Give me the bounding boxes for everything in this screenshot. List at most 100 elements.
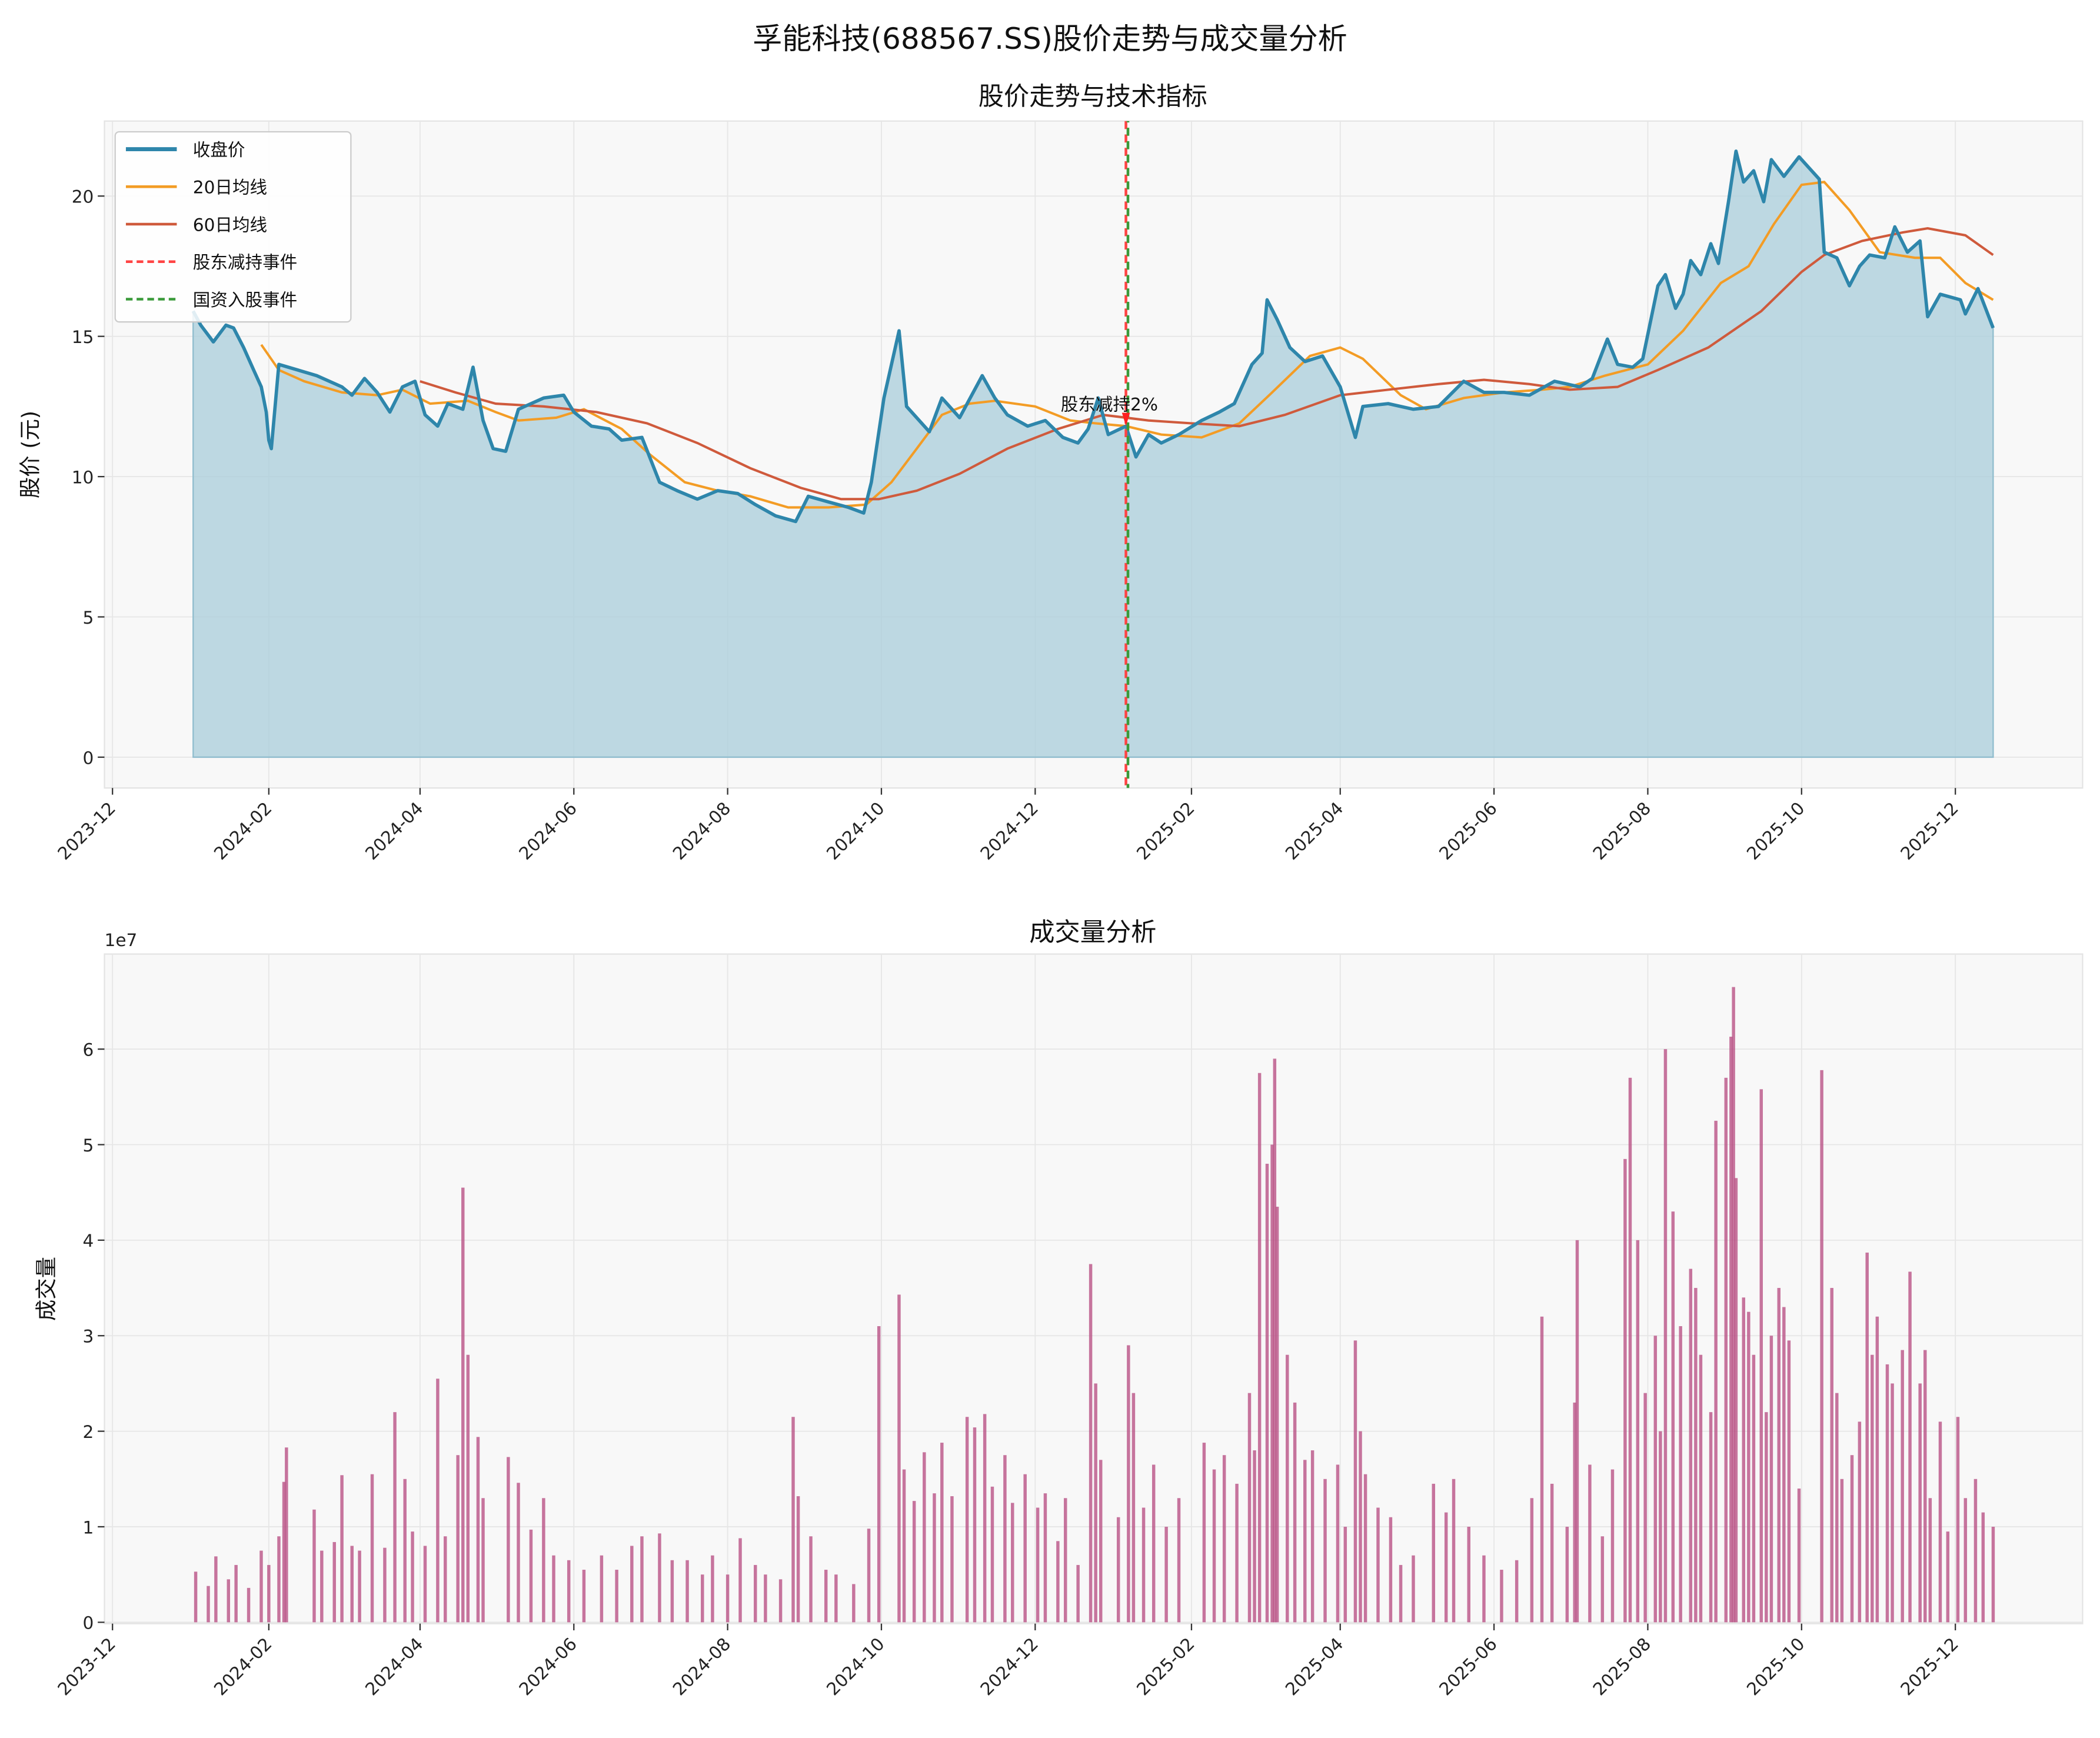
- legend-label-ma20: 20日均线: [193, 178, 267, 198]
- volume-y-tick-label: 4: [83, 1231, 94, 1251]
- volume-bar: [1782, 1307, 1786, 1623]
- volume-bar: [1036, 1507, 1040, 1623]
- legend-label-ma60: 60日均线: [193, 215, 267, 235]
- volume-bar: [1336, 1464, 1340, 1623]
- volume-x-tick-label: 2025-08: [1589, 1634, 1655, 1699]
- price-x-tick-label: 2025-06: [1435, 798, 1500, 864]
- price-chart: 股价走势与技术指标 股价 (元) 股东减持2% 2023-12 2024-02 20…: [18, 82, 2084, 864]
- volume-bar: [1973, 1479, 1978, 1623]
- volume-bar: [312, 1509, 316, 1623]
- volume-bar: [754, 1564, 757, 1623]
- volume-bar: [1212, 1469, 1216, 1623]
- volume-bar: [1452, 1479, 1456, 1623]
- volume-x-tick-label: 2024-06: [515, 1634, 581, 1699]
- volume-bar: [1956, 1417, 1960, 1623]
- volume-bar: [1235, 1483, 1239, 1623]
- volume-bar: [194, 1571, 198, 1623]
- volume-chart-title: 成交量分析: [1029, 918, 1156, 947]
- price-x-tick-label: 2024-10: [823, 798, 888, 864]
- price-y-tick-label: 0: [83, 748, 94, 768]
- price-x-tick-label: 2025-08: [1589, 798, 1655, 864]
- volume-bar: [393, 1412, 397, 1623]
- volume-x-tick-label: 2025-12: [1897, 1634, 1962, 1699]
- legend-box: [114, 131, 352, 323]
- volume-bar: [1399, 1564, 1403, 1623]
- volume-bar: [1742, 1297, 1746, 1623]
- volume-bar: [711, 1555, 714, 1623]
- volume-bar: [1353, 1340, 1357, 1623]
- volume-bar: [552, 1555, 555, 1623]
- volume-bar: [207, 1586, 210, 1623]
- volume-bar: [990, 1486, 994, 1623]
- volume-bar: [1177, 1498, 1181, 1623]
- volume-bar: [600, 1555, 604, 1623]
- volume-bar: [214, 1556, 218, 1623]
- volume-bar: [1830, 1288, 1833, 1623]
- volume-bar: [1265, 1163, 1269, 1623]
- volume-bar: [259, 1550, 263, 1623]
- volume-bar: [529, 1529, 533, 1623]
- ma60-line: [420, 227, 1994, 501]
- volume-bar: [1275, 1207, 1279, 1623]
- volume-bar: [923, 1452, 926, 1623]
- volume-bar: [778, 1579, 783, 1623]
- volume-bar: [332, 1541, 336, 1623]
- volume-bar: [1628, 1077, 1632, 1623]
- volume-bar: [1343, 1526, 1347, 1623]
- volume-plot-area: [104, 953, 2084, 1624]
- legend-label-state: 国资入股事件: [193, 290, 297, 310]
- volume-bar: [615, 1570, 618, 1623]
- volume-bar: [867, 1529, 871, 1623]
- price-y-tick-label: 10: [72, 467, 94, 487]
- price-x-tick-label: 2023-12: [54, 798, 119, 864]
- volume-bar: [1797, 1489, 1801, 1623]
- volume-bar: [1981, 1512, 1985, 1623]
- volume-bar: [1011, 1503, 1014, 1623]
- volume-bar: [1732, 987, 1735, 1623]
- volume-bar: [950, 1496, 954, 1623]
- volume-bar: [340, 1475, 344, 1623]
- volume-bar: [1127, 1345, 1130, 1623]
- volume-bar: [1663, 1049, 1668, 1623]
- annotation-label: 股东减持2%: [1061, 394, 1158, 414]
- volume-bar: [1056, 1541, 1060, 1623]
- volume-bar: [1270, 1144, 1274, 1623]
- volume-bar: [1303, 1460, 1307, 1623]
- volume-bar: [764, 1574, 767, 1623]
- price-x-tick-label: 2024-08: [669, 798, 734, 864]
- volume-bar: [630, 1546, 634, 1623]
- volume-bar: [507, 1457, 510, 1623]
- volume-bar: [476, 1437, 480, 1623]
- volume-x-tick-label: 2024-12: [977, 1634, 1042, 1699]
- volume-bar: [1359, 1431, 1362, 1623]
- volume-chart: 成交量分析 成交量 1e7 2023-12 2024-02 2024-04 2024-…: [34, 918, 2084, 1699]
- volume-bar: [1777, 1288, 1780, 1623]
- volume-bar: [658, 1533, 661, 1623]
- volume-bar: [542, 1498, 545, 1623]
- volume-bar: [1875, 1316, 1879, 1623]
- volume-bar: [877, 1326, 881, 1623]
- volume-bar: [965, 1417, 969, 1623]
- volume-bar: [1923, 1350, 1927, 1623]
- volume-bar: [1131, 1393, 1136, 1623]
- price-x-tick-label: 2025-10: [1743, 798, 1808, 864]
- volume-bar: [1734, 1178, 1738, 1623]
- volume-x-tick-label: 2025-06: [1435, 1634, 1500, 1699]
- volume-bar: [1116, 1517, 1120, 1623]
- volume-bar: [912, 1501, 916, 1623]
- price-x-tick-label: 2024-06: [515, 798, 581, 864]
- volume-bar: [1752, 1354, 1756, 1623]
- volume-bar: [282, 1481, 286, 1623]
- volume-bar: [1689, 1268, 1693, 1623]
- volume-y-label: 成交量: [34, 1257, 59, 1321]
- volume-bar: [796, 1496, 800, 1623]
- volume-bar: [1820, 1070, 1823, 1623]
- volume-bar: [1623, 1158, 1627, 1623]
- price-y-tick-label: 15: [72, 327, 94, 347]
- volume-x-tick-label: 2024-08: [669, 1634, 734, 1699]
- volume-bar: [1729, 1037, 1733, 1623]
- volume-x-tick-label: 2024-02: [210, 1634, 275, 1699]
- volume-bar: [902, 1469, 906, 1623]
- volume-bar: [1865, 1252, 1869, 1623]
